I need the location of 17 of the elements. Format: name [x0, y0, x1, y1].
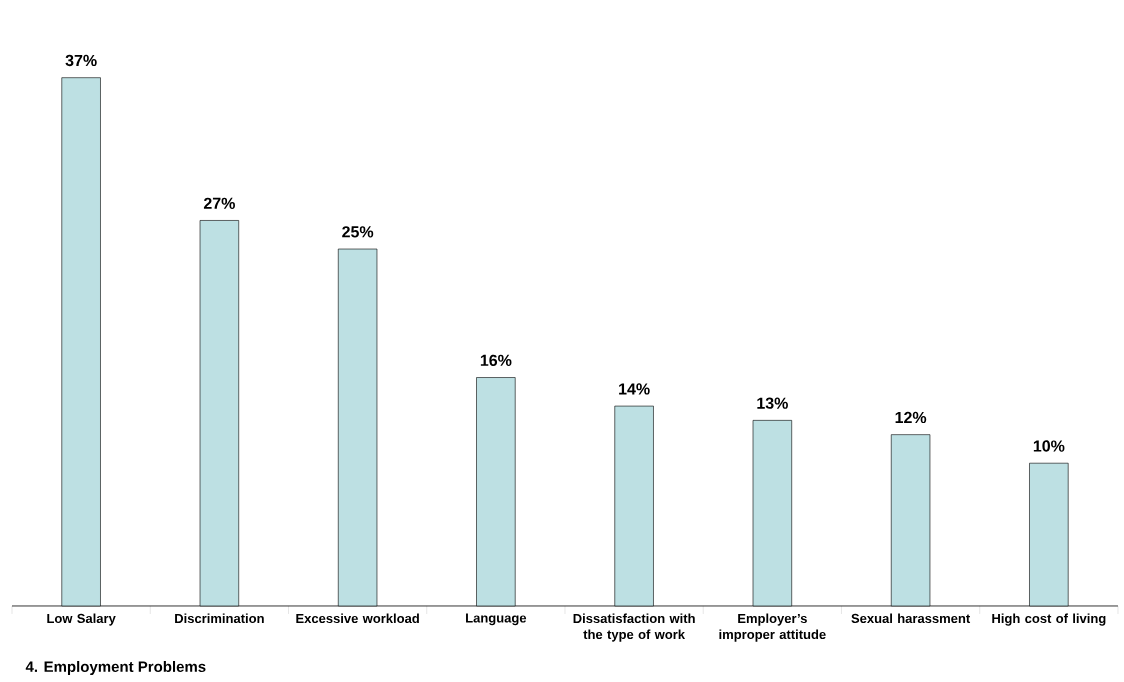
data-label: 37% — [65, 54, 97, 67]
data-label: 16% — [480, 354, 512, 367]
x-tick-label: Low Salary — [47, 613, 116, 626]
x-tick-label: Excessive workload — [296, 613, 419, 624]
text: 4. Employment Problems — [25, 660, 206, 675]
x-tick-label: High cost of living — [992, 613, 1106, 626]
data-label: 14% — [619, 383, 650, 395]
x-tick-label: Discrimination — [175, 613, 264, 624]
x-tick-label: Sexual harassment — [851, 613, 971, 624]
x-tick-label: Language — [466, 613, 527, 626]
data-label: 12% — [895, 411, 927, 424]
data-label: 10% — [1033, 440, 1065, 452]
data-label: 13% — [757, 397, 788, 409]
data-label: 27% — [203, 197, 235, 209]
x-tick-label: Dissatisfaction with the type of work — [573, 613, 695, 642]
x-tick-label: Employer’s improper attitude — [719, 613, 826, 642]
data-label: 25% — [342, 226, 374, 238]
